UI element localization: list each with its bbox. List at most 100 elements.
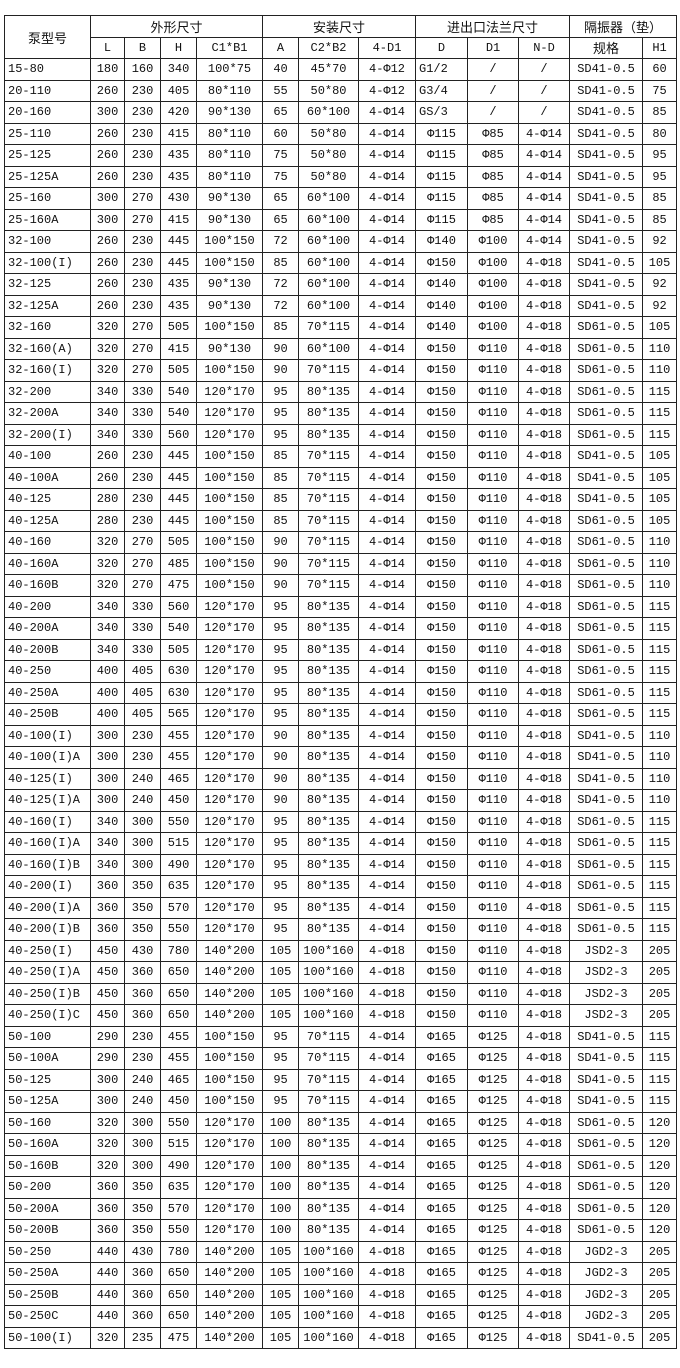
table-cell: 430 (124, 1240, 161, 1263)
table-cell: 650 (160, 961, 197, 984)
table-cell: SD41-0.5 (569, 230, 644, 253)
table-cell: 85 (642, 101, 678, 124)
table-cell: 550 (160, 918, 197, 941)
table-cell: 4-Φ18 (518, 1283, 571, 1306)
table-cell: 300 (90, 101, 125, 124)
table-cell: 65 (262, 208, 300, 231)
table-cell: Φ150 (415, 402, 469, 425)
model-cell: 50-160B (4, 1154, 91, 1177)
table-cell: 4-Φ14 (358, 1219, 417, 1242)
table-cell: 115 (642, 918, 678, 941)
model-cell: 20-110 (4, 79, 91, 102)
table-cell: 4-Φ18 (518, 251, 571, 274)
table-cell: 4-Φ14 (358, 681, 417, 704)
table-cell: 4-Φ14 (358, 509, 417, 532)
table-cell: 70*115 (298, 1047, 360, 1070)
table-cell: SD61-0.5 (569, 359, 644, 382)
table-cell: Φ125 (467, 1025, 520, 1048)
model-cell: 40-160A (4, 552, 91, 575)
table-cell: 450 (90, 1004, 125, 1027)
table-cell: 4-Φ18 (358, 982, 417, 1005)
table-cell: 120*170 (195, 402, 264, 425)
table-cell: SD41-0.5 (569, 724, 644, 747)
table-cell: Φ165 (415, 1111, 469, 1134)
table-cell: 115 (642, 423, 678, 446)
table-cell: 445 (160, 445, 197, 468)
table-cell: 80*135 (298, 423, 360, 446)
table-cell: Φ150 (415, 380, 469, 403)
table-cell: 260 (90, 122, 125, 145)
table-cell: Φ85 (467, 122, 520, 145)
table-cell: SD61-0.5 (569, 509, 644, 532)
table-cell: 4-Φ14 (358, 617, 417, 640)
table-cell: 115 (642, 380, 678, 403)
table-cell: 95 (262, 853, 300, 876)
table-cell: 115 (642, 617, 678, 640)
table-cell: 115 (642, 681, 678, 704)
table-cell: 515 (160, 1133, 197, 1156)
table-cell: Φ110 (467, 445, 520, 468)
table-cell: Φ150 (415, 789, 469, 812)
table-cell: 4-Φ18 (518, 466, 571, 489)
table-cell: 4-Φ18 (518, 746, 571, 769)
table-cell: 65 (262, 101, 300, 124)
table-cell: 140*200 (195, 1305, 264, 1328)
table-cell: 635 (160, 875, 197, 898)
table-cell: Φ150 (415, 359, 469, 382)
table-row: 25-125 260 230 435 80*110 75 50*80 4-Φ14 Φ115 Φ85… (4, 144, 678, 167)
model-cell: 32-125 (4, 273, 91, 296)
table-cell: 4-Φ14 (358, 703, 417, 726)
table-row: 40-250(I)C 450 360 650 140*200 105 100*160 4-Φ1… (4, 1004, 678, 1027)
table-row: 50-160B 320 300 490 120*170 100 80*135 4-Φ14 Φ16… (4, 1154, 678, 1177)
sub-header-cell: C2*B2 (298, 36, 360, 59)
table-cell: 120 (642, 1154, 678, 1177)
table-cell: 180 (90, 58, 125, 81)
table-cell: 95 (262, 638, 300, 661)
table-row: 32-160 320 270 505 100*150 85 70*115 4-Φ14 Φ140 Φ… (4, 316, 678, 339)
sub-header-cell: A (262, 36, 300, 59)
table-cell: 440 (90, 1283, 125, 1306)
table-cell: SD41-0.5 (569, 187, 644, 210)
table-cell: Φ85 (467, 165, 520, 188)
table-cell: 140*200 (195, 1326, 264, 1349)
table-cell: 115 (642, 1047, 678, 1070)
table-cell: 95 (262, 1025, 300, 1048)
model-cell: 15-80 (4, 58, 91, 81)
table-cell: 100*150 (195, 531, 264, 554)
table-cell: Φ110 (467, 853, 520, 876)
table-cell: 320 (90, 531, 125, 554)
table-cell: 300 (124, 810, 161, 833)
table-cell: Φ150 (415, 638, 469, 661)
table-cell: Φ100 (467, 273, 520, 296)
table-cell: 340 (90, 380, 125, 403)
table-row: 40-250 400 405 630 120*170 95 80*135 4-Φ14 Φ150 Φ… (4, 660, 678, 683)
table-cell: 85 (262, 445, 300, 468)
table-cell: SD61-0.5 (569, 380, 644, 403)
model-cell: 50-200A (4, 1197, 91, 1220)
table-row: 32-200(I) 340 330 560 120*170 95 80*135 4-Φ14 Φ1… (4, 423, 678, 446)
table-cell: Φ165 (415, 1240, 469, 1263)
table-cell: 100*150 (195, 466, 264, 489)
table-cell: Φ110 (467, 531, 520, 554)
table-cell: 105 (642, 509, 678, 532)
table-cell: 92 (642, 230, 678, 253)
table-cell: 80*135 (298, 1197, 360, 1220)
table-cell: 290 (90, 1025, 125, 1048)
table-cell: 320 (90, 552, 125, 575)
table-cell: 4-Φ18 (518, 1133, 571, 1156)
table-cell: 100 (262, 1219, 300, 1242)
table-cell: Φ125 (467, 1154, 520, 1177)
table-cell: Φ110 (467, 552, 520, 575)
table-cell: 230 (124, 122, 161, 145)
table-cell: 360 (90, 1197, 125, 1220)
model-cell: 25-110 (4, 122, 91, 145)
model-cell: 40-125(I)A (4, 789, 91, 812)
table-cell: 485 (160, 552, 197, 575)
table-cell: 100*160 (298, 1004, 360, 1027)
table-cell: 4-Φ14 (358, 896, 417, 919)
table-cell: 4-Φ18 (518, 1154, 571, 1177)
table-cell: 115 (642, 810, 678, 833)
table-cell: 100*160 (298, 1262, 360, 1285)
table-cell: 440 (90, 1305, 125, 1328)
table-cell: 340 (90, 832, 125, 855)
